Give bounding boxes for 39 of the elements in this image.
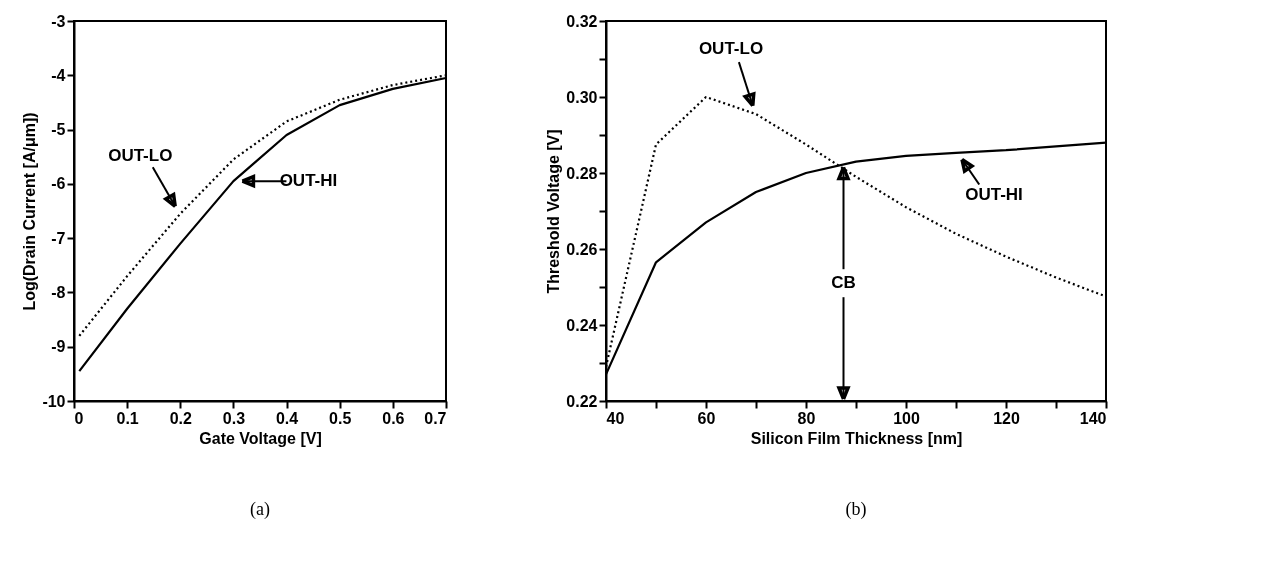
x-tick-label: 0.1 (116, 409, 139, 427)
text: (a) (250, 499, 270, 520)
x-tick-label: 0.6 (382, 409, 405, 427)
y-tick-label: -9 (51, 338, 66, 356)
text: OUT-LO (698, 39, 764, 59)
x-tick-label: 0.5 (329, 409, 352, 427)
text: OUT-LO (108, 145, 173, 165)
annotation: CB (831, 273, 856, 293)
x-tick-label: 0.3 (222, 409, 246, 427)
x-tick-label: 0 (74, 409, 84, 427)
y-tick-label: -10 (42, 392, 66, 410)
y-tick-label: 0.26 (566, 240, 598, 258)
y-tick-label: 0.28 (566, 164, 598, 182)
text: (b) (845, 499, 867, 520)
x-tick-label: 100 (893, 409, 920, 427)
x-tick-label: 0.4 (275, 409, 299, 427)
x-tick-label: 120 (993, 409, 1020, 427)
x-axis-title: Gate Voltage [V] (199, 429, 322, 447)
y-tick-label: -6 (51, 175, 66, 193)
x-tick-label: 60 (697, 409, 716, 427)
y-axis-title: Threshold Voltage [V] (545, 129, 563, 294)
y-tick-label: 0.24 (566, 316, 598, 334)
legend-label: OUT-HI (279, 171, 338, 191)
y-tick-label: 0.32 (566, 12, 598, 30)
x-tick-label: 140 (1079, 409, 1107, 427)
y-tick-label: 0.22 (566, 392, 598, 410)
y-tick-label: -7 (51, 229, 66, 247)
y-tick-label: -4 (51, 66, 66, 84)
legend-label: OUT-HI (965, 184, 1023, 204)
x-tick-label: 0.7 (424, 409, 447, 427)
y-tick-label: -3 (51, 12, 66, 30)
x-tick-label: 40 (606, 409, 625, 427)
x-axis-title: Silicon Film Thickness [nm] (750, 429, 963, 447)
y-tick-label: -8 (51, 283, 66, 301)
x-tick-label: 0.2 (169, 409, 192, 427)
y-axis-title: Log(Drain Current [A/μm]) (21, 112, 39, 311)
y-tick-label: 0.30 (566, 88, 598, 106)
y-tick-label: -5 (51, 121, 66, 139)
x-tick-label: 80 (797, 409, 816, 427)
